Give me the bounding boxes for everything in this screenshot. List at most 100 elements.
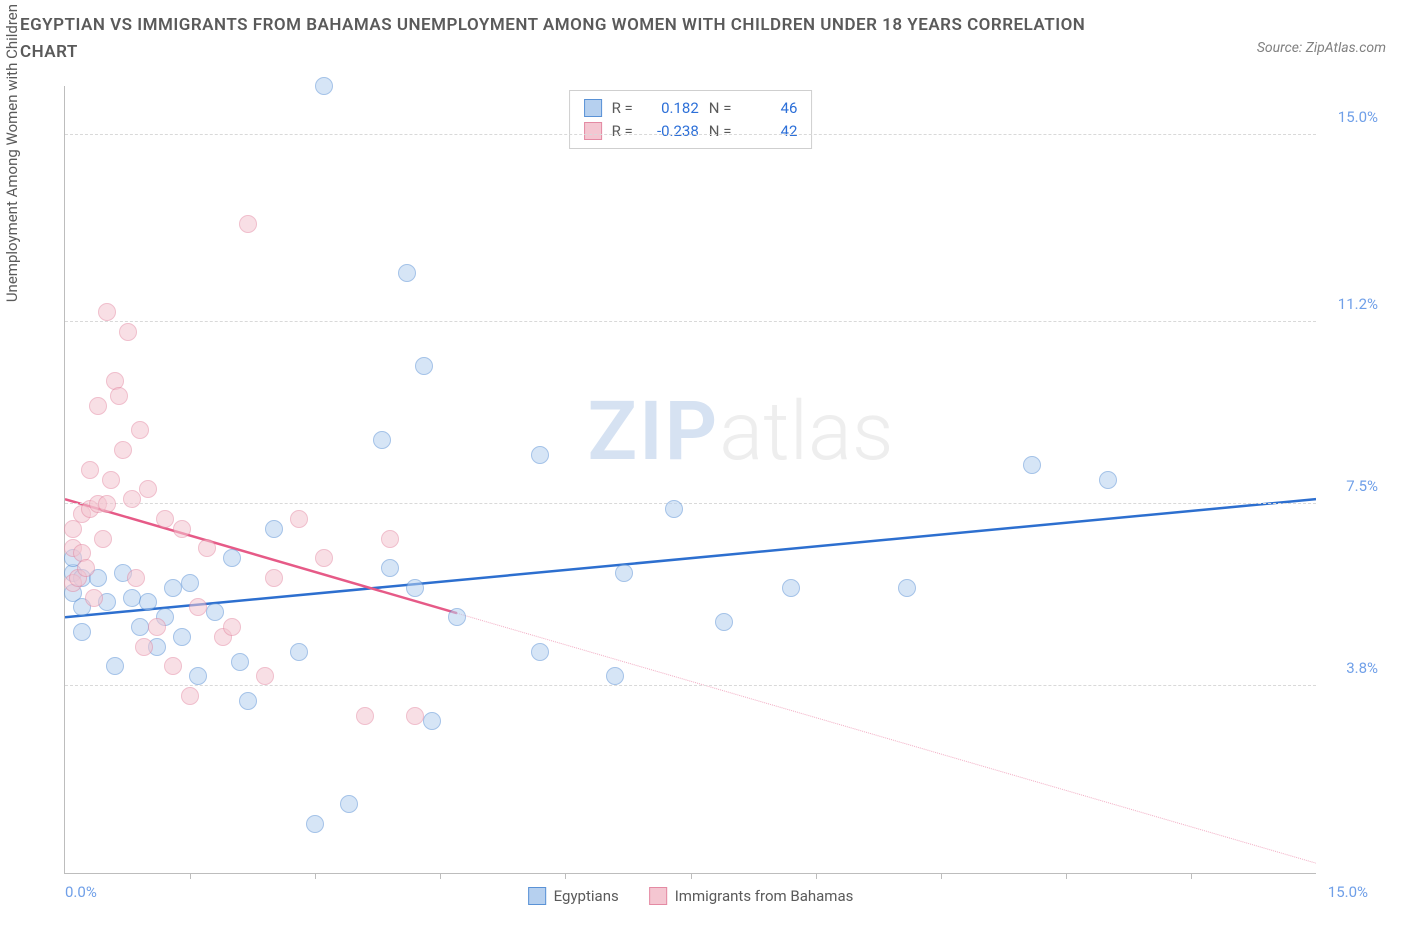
scatter-point (206, 603, 224, 621)
stats-row-egyptians: R = 0.182 N = 46 (584, 97, 798, 120)
swatch-egyptians (584, 99, 602, 117)
scatter-point (239, 692, 257, 710)
scatter-point (148, 618, 166, 636)
scatter-point (189, 667, 207, 685)
scatter-point (173, 520, 191, 538)
scatter-point (110, 387, 128, 405)
scatter-point (531, 643, 549, 661)
gridline (65, 503, 1316, 504)
scatter-point (127, 569, 145, 587)
scatter-plot: ZIPatlas R = 0.182 N = 46 R = -0.238 N =… (64, 86, 1316, 874)
scatter-point (265, 520, 283, 538)
scatter-point (223, 549, 241, 567)
gridline (65, 134, 1316, 135)
scatter-point (340, 795, 358, 813)
r-value-bahamas: -0.238 (643, 120, 699, 143)
scatter-point (106, 657, 124, 675)
scatter-point (606, 667, 624, 685)
scatter-point (102, 471, 120, 489)
scatter-point (164, 579, 182, 597)
header-row: EGYPTIAN VS IMMIGRANTS FROM BAHAMAS UNEM… (0, 0, 1406, 66)
scatter-point (114, 441, 132, 459)
chart-area: Unemployment Among Women with Children U… (20, 78, 1386, 910)
scatter-point (77, 559, 95, 577)
scatter-point (123, 589, 141, 607)
scatter-point (448, 608, 466, 626)
legend-item-egyptians: Egyptians (528, 887, 619, 905)
scatter-point (85, 589, 103, 607)
scatter-point (94, 530, 112, 548)
watermark-bold: ZIP (587, 384, 719, 480)
scatter-point (98, 495, 116, 513)
stats-legend-box: R = 0.182 N = 46 R = -0.238 N = 42 (569, 90, 813, 149)
legend-label-egyptians: Egyptians (554, 887, 619, 905)
scatter-point (223, 618, 241, 636)
x-tick (1066, 873, 1067, 879)
scatter-point (315, 549, 333, 567)
scatter-point (256, 667, 274, 685)
trend-lines (65, 86, 1316, 873)
n-label: N = (709, 120, 732, 143)
watermark-light: atlas (719, 384, 893, 480)
scatter-point (189, 598, 207, 616)
scatter-point (156, 510, 174, 528)
legend-swatch-bahamas (649, 887, 667, 905)
n-value-bahamas: 42 (741, 120, 797, 143)
scatter-point (135, 638, 153, 656)
scatter-point (131, 618, 149, 636)
scatter-point (373, 431, 391, 449)
scatter-point (239, 215, 257, 233)
y-tick-label: 11.2% (1338, 295, 1378, 313)
x-tick (691, 873, 692, 879)
scatter-point (1099, 471, 1117, 489)
scatter-point (665, 500, 683, 518)
scatter-point (356, 707, 374, 725)
scatter-point (1023, 456, 1041, 474)
y-axis-label: Unemployment Among Women with Children U… (3, 0, 21, 302)
scatter-point (423, 712, 441, 730)
scatter-point (98, 303, 116, 321)
x-tick (941, 873, 942, 879)
swatch-bahamas (584, 122, 602, 140)
legend-swatch-egyptians (528, 887, 546, 905)
y-tick-label: 3.8% (1346, 659, 1378, 677)
gridline (65, 321, 1316, 322)
r-value-egyptians: 0.182 (643, 97, 699, 120)
r-label: R = (612, 97, 633, 120)
scatter-point (181, 687, 199, 705)
legend-item-bahamas: Immigrants from Bahamas (649, 887, 854, 905)
chart-title: EGYPTIAN VS IMMIGRANTS FROM BAHAMAS UNEM… (20, 12, 1120, 66)
scatter-point (782, 579, 800, 597)
scatter-point (139, 480, 157, 498)
scatter-point (73, 623, 91, 641)
scatter-point (715, 613, 733, 631)
bottom-legend: Egyptians Immigrants from Bahamas (528, 887, 854, 905)
n-value-egyptians: 46 (741, 97, 797, 120)
scatter-point (173, 628, 191, 646)
scatter-point (123, 490, 141, 508)
scatter-point (265, 569, 283, 587)
source-attribution: Source: ZipAtlas.com (1257, 12, 1386, 56)
scatter-point (290, 643, 308, 661)
stats-row-bahamas: R = -0.238 N = 42 (584, 120, 798, 143)
scatter-point (131, 421, 149, 439)
x-tick (315, 873, 316, 879)
n-label: N = (709, 97, 732, 120)
scatter-point (315, 77, 333, 95)
x-tick (816, 873, 817, 879)
r-label: R = (612, 120, 633, 143)
gridline (65, 685, 1316, 686)
watermark: ZIPatlas (587, 384, 893, 480)
scatter-point (181, 574, 199, 592)
scatter-point (306, 815, 324, 833)
scatter-point (81, 461, 99, 479)
scatter-point (198, 539, 216, 557)
scatter-point (406, 579, 424, 597)
x-axis-min-label: 0.0% (65, 883, 97, 901)
scatter-point (531, 446, 549, 464)
x-tick (440, 873, 441, 879)
x-axis-max-label: 15.0% (1328, 883, 1368, 901)
scatter-point (381, 530, 399, 548)
scatter-point (615, 564, 633, 582)
scatter-point (415, 357, 433, 375)
